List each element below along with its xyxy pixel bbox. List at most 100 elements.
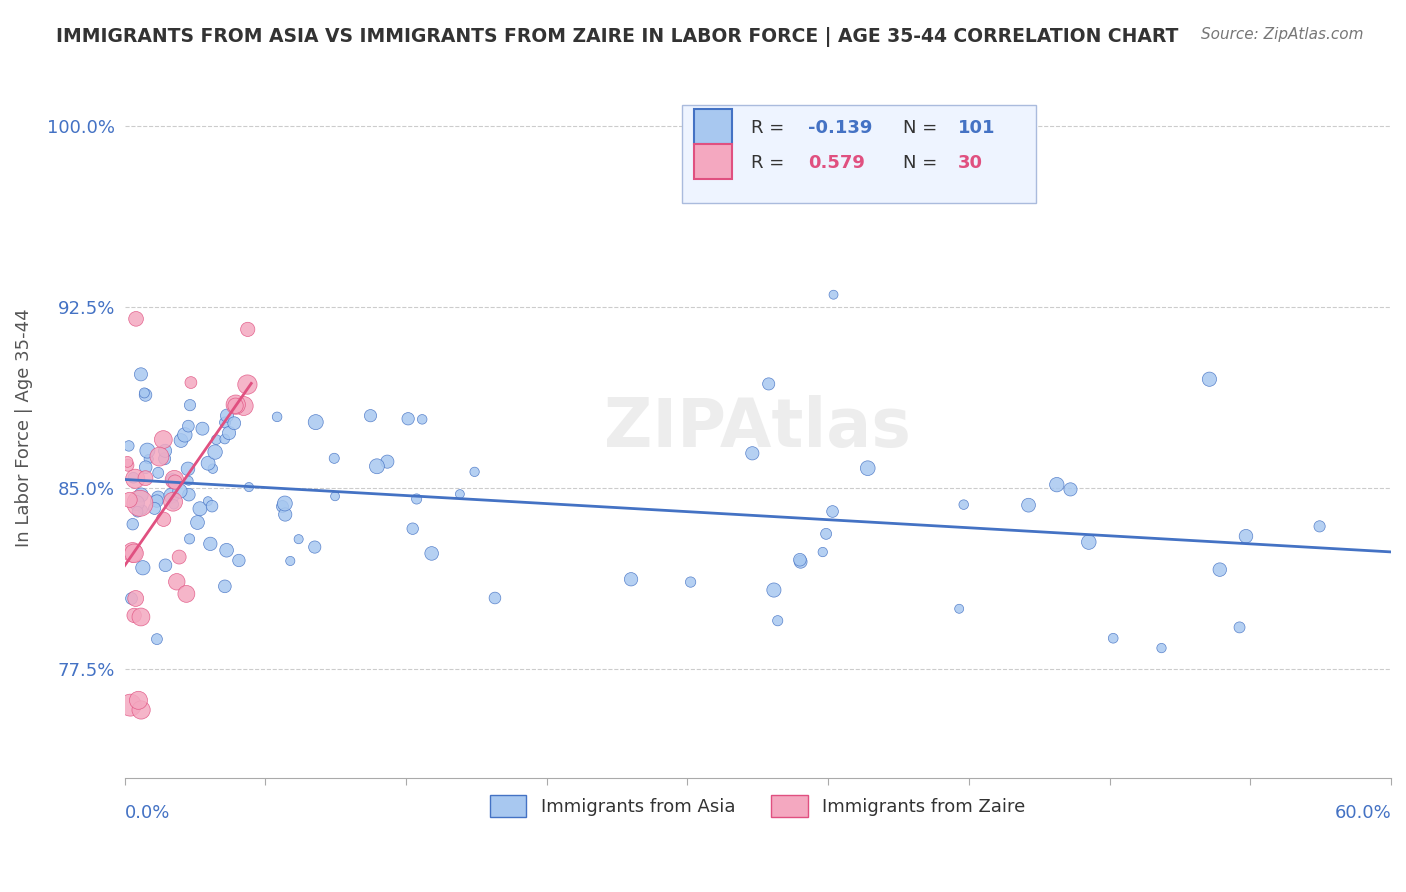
Point	[176, 587, 198, 601]
Point	[1077, 535, 1099, 549]
Point	[271, 500, 294, 514]
Point	[274, 496, 297, 510]
Point	[274, 508, 297, 522]
Point	[1229, 620, 1251, 634]
Point	[1059, 483, 1081, 497]
Text: IMMIGRANTS FROM ASIA VS IMMIGRANTS FROM ZAIRE IN LABOR FORCE | AGE 35-44 CORRELA: IMMIGRANTS FROM ASIA VS IMMIGRANTS FROM …	[56, 27, 1178, 46]
Point	[741, 446, 763, 460]
Y-axis label: In Labor Force | Age 35-44: In Labor Force | Age 35-44	[15, 309, 32, 547]
Point	[162, 473, 184, 487]
Point	[758, 376, 780, 391]
Point	[360, 409, 382, 423]
Point	[201, 499, 224, 513]
Point	[162, 494, 184, 508]
Point	[122, 608, 145, 623]
Point	[266, 409, 288, 424]
Point	[169, 484, 191, 499]
Point	[180, 376, 202, 390]
Point	[201, 461, 224, 475]
Point	[948, 601, 970, 615]
Point	[238, 480, 260, 494]
Point	[200, 537, 222, 551]
Point	[304, 540, 326, 554]
Point	[821, 504, 844, 518]
Point	[815, 526, 838, 541]
Point	[214, 416, 236, 430]
Point	[214, 432, 236, 446]
Point	[218, 425, 240, 440]
Point	[411, 412, 433, 426]
Point	[117, 458, 139, 473]
Point	[167, 549, 190, 564]
Text: ZIPAtlas: ZIPAtlas	[605, 394, 911, 460]
Point	[305, 415, 328, 429]
Point	[136, 443, 159, 458]
Point	[177, 462, 200, 476]
Point	[375, 455, 398, 469]
Point	[177, 488, 200, 502]
Point	[323, 489, 346, 503]
Point	[121, 545, 143, 559]
Text: Source: ZipAtlas.com: Source: ZipAtlas.com	[1201, 27, 1364, 42]
Text: R =: R =	[751, 119, 790, 136]
Point	[215, 409, 238, 423]
Point	[204, 445, 226, 459]
Point	[186, 516, 208, 530]
Point	[124, 472, 146, 486]
Point	[1046, 477, 1069, 491]
Point	[1309, 519, 1331, 533]
Point	[405, 491, 427, 506]
Point	[173, 428, 195, 442]
Point	[762, 582, 785, 597]
Point	[152, 433, 174, 447]
Point	[132, 503, 155, 517]
Point	[188, 501, 211, 516]
Point	[679, 575, 702, 590]
Point	[287, 532, 309, 546]
Point	[1209, 563, 1232, 577]
Point	[125, 311, 148, 326]
Point	[197, 456, 219, 470]
Point	[823, 287, 845, 301]
Text: 101: 101	[957, 119, 995, 136]
Point	[153, 443, 176, 458]
Point	[121, 517, 143, 532]
Point	[215, 543, 238, 558]
Point	[138, 452, 160, 467]
FancyBboxPatch shape	[695, 144, 733, 179]
Point	[225, 398, 247, 412]
Text: N =: N =	[904, 119, 943, 136]
Point	[1234, 529, 1257, 543]
Point	[856, 461, 879, 475]
Point	[129, 703, 152, 717]
Point	[177, 419, 200, 434]
Text: R =: R =	[751, 153, 790, 172]
Point	[120, 698, 142, 713]
Point	[127, 693, 149, 707]
Point	[191, 422, 214, 436]
Point	[170, 434, 193, 448]
Point	[420, 546, 443, 560]
Point	[148, 491, 170, 505]
Point	[620, 572, 643, 586]
Point	[122, 546, 145, 560]
Point	[148, 450, 170, 464]
Point	[129, 496, 152, 510]
Point	[366, 459, 388, 474]
Point	[146, 494, 169, 508]
Point	[402, 522, 425, 536]
Text: 0.579: 0.579	[808, 153, 865, 172]
Text: 30: 30	[957, 153, 983, 172]
Point	[214, 579, 236, 593]
Point	[1198, 372, 1220, 386]
FancyBboxPatch shape	[682, 105, 1036, 203]
Text: -0.139: -0.139	[808, 119, 873, 136]
Point	[117, 455, 139, 469]
Point	[236, 377, 259, 392]
Point	[127, 505, 149, 519]
Point	[225, 399, 247, 413]
Point	[811, 545, 834, 559]
Point	[449, 487, 471, 501]
Point	[148, 466, 170, 480]
Point	[129, 610, 152, 624]
